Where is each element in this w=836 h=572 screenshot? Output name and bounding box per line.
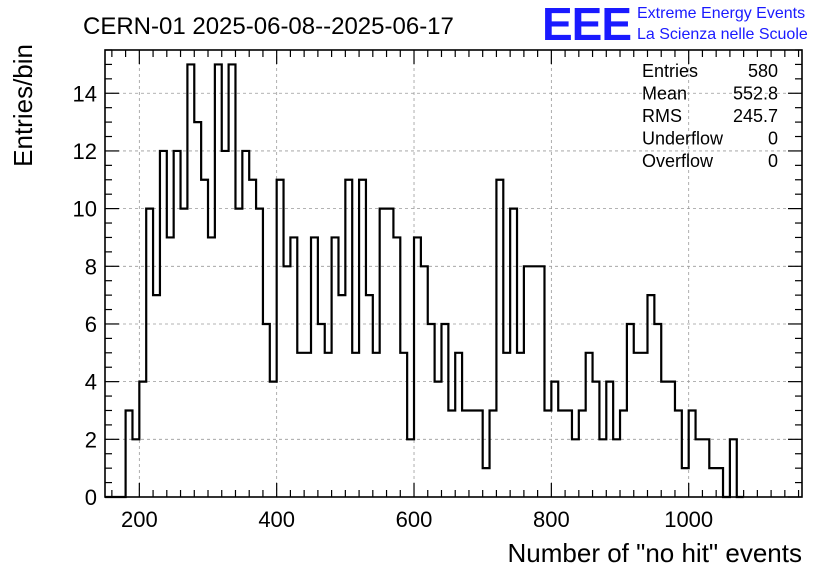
histogram-outline bbox=[105, 63, 744, 499]
x-tick-label: 200 bbox=[121, 507, 158, 532]
axis-ticks bbox=[105, 49, 802, 498]
y-tick-label: 8 bbox=[85, 254, 97, 279]
histogram-bin bbox=[709, 468, 716, 497]
stats-label: Mean bbox=[642, 84, 687, 104]
histogram-bin bbox=[503, 353, 510, 497]
y-tick-label: 2 bbox=[85, 427, 97, 452]
histogram-bin bbox=[599, 439, 606, 497]
histogram-bin bbox=[517, 353, 524, 497]
x-tick-label: 1000 bbox=[664, 507, 713, 532]
histogram-bin bbox=[387, 209, 394, 497]
y-axis-label: Entries/bin bbox=[8, 44, 38, 167]
tick-labels: 200 400 600 800 1000 0 2 4 6 8 10 12 14 bbox=[73, 81, 714, 532]
histogram-bin bbox=[448, 410, 455, 497]
histogram-bin bbox=[249, 180, 256, 497]
x-tick-label: 400 bbox=[258, 507, 295, 532]
histogram-bin bbox=[208, 237, 215, 497]
stats-label: RMS bbox=[642, 106, 682, 126]
histogram-bin bbox=[483, 468, 490, 497]
histogram-bin bbox=[373, 353, 380, 497]
stats-value: 0 bbox=[768, 129, 778, 149]
stats-label: Entries bbox=[642, 61, 698, 81]
histogram-bin bbox=[469, 410, 476, 497]
histogram-bin bbox=[544, 410, 551, 497]
y-tick-label: 0 bbox=[85, 485, 97, 510]
histogram-bin bbox=[613, 439, 620, 497]
plot-frame bbox=[104, 49, 803, 498]
stats-value: 245.7 bbox=[733, 106, 778, 126]
histogram-bin bbox=[235, 209, 242, 497]
histogram-bin bbox=[572, 439, 579, 497]
histogram-bin bbox=[181, 209, 188, 497]
x-axis-label: Number of "no hit" events bbox=[508, 538, 803, 568]
y-tick-label: 10 bbox=[73, 197, 97, 222]
stats-value: 552.8 bbox=[733, 84, 778, 104]
stats-box: Entries 580 Mean 552.8 RMS 245.7 Underflow 0 Ove… bbox=[642, 61, 778, 171]
y-tick-label: 12 bbox=[73, 139, 97, 164]
grid-lines bbox=[105, 50, 802, 497]
histogram-bin bbox=[558, 410, 565, 497]
histogram-bin bbox=[167, 237, 174, 497]
chart-title: CERN-01 2025-06-08--2025-06-17 bbox=[83, 13, 454, 40]
histogram-bars bbox=[105, 63, 744, 499]
eee-logo-mark: EEE bbox=[542, 0, 631, 50]
histogram-bin bbox=[634, 353, 641, 497]
histogram-bin bbox=[304, 353, 311, 497]
histogram-bin bbox=[682, 468, 689, 497]
histogram-bin bbox=[153, 295, 160, 497]
y-tick-label: 4 bbox=[85, 370, 97, 395]
eee-logo-line2: La Scienza nelle Scuole bbox=[637, 26, 808, 43]
histogram-bin bbox=[696, 439, 703, 497]
histogram-bin bbox=[325, 353, 332, 497]
histogram-bin bbox=[641, 353, 648, 497]
histogram-bin bbox=[352, 353, 359, 497]
eee-logo-line1: Extreme Energy Events bbox=[637, 5, 805, 22]
stats-label: Underflow bbox=[642, 129, 724, 149]
histogram-bin bbox=[132, 439, 139, 497]
y-tick-label: 6 bbox=[85, 312, 97, 337]
stats-value: 580 bbox=[748, 61, 778, 81]
x-tick-label: 600 bbox=[396, 507, 433, 532]
stats-value: 0 bbox=[768, 151, 778, 171]
stats-label: Overflow bbox=[642, 151, 714, 171]
histogram-bin bbox=[462, 410, 469, 497]
histogram-bin bbox=[338, 295, 345, 497]
histogram-bin bbox=[297, 353, 304, 497]
histogram-bin bbox=[407, 439, 414, 497]
eee-logo: EEE Extreme Energy Events La Scienza nel… bbox=[542, 0, 808, 50]
y-tick-label: 14 bbox=[73, 81, 97, 106]
x-tick-label: 800 bbox=[533, 507, 570, 532]
